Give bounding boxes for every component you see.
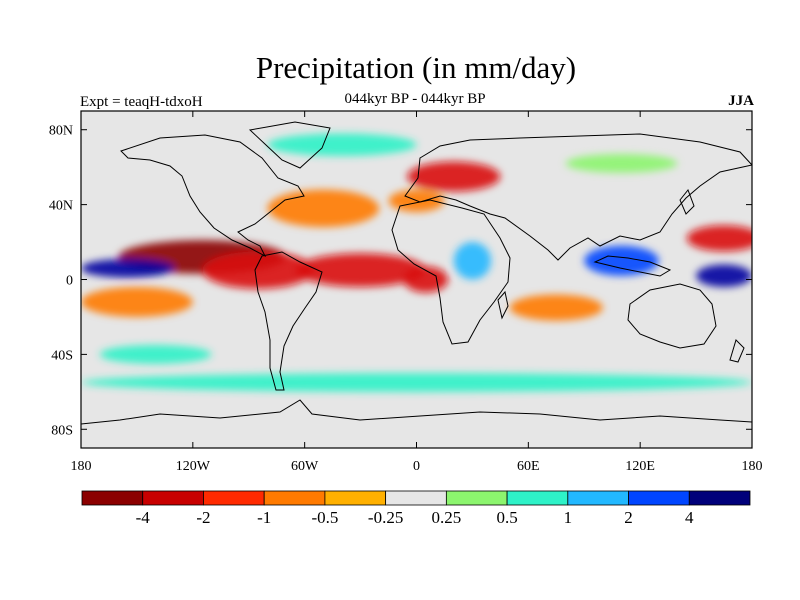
colorbar-label: 2 (624, 508, 633, 527)
colorbar-box (506, 490, 569, 506)
lon-tick-label: 60W (291, 459, 319, 474)
colorbar-box (567, 490, 629, 506)
season-label: JJA (728, 93, 754, 109)
anomaly-west-africa-dry (403, 266, 449, 293)
colorbar-box (385, 490, 447, 506)
lon-tick-label: 120W (176, 459, 211, 474)
anomaly-siberia-wet (565, 154, 678, 173)
anomaly-tropical-pacific-wet (81, 258, 175, 278)
colorbar-box (81, 490, 144, 506)
colorbar-box (142, 490, 204, 506)
colorbar-label: -0.25 (368, 508, 403, 527)
coastline-antarctica (81, 399, 752, 425)
colorbar-label: -0.5 (311, 508, 338, 527)
lon-tick-label: 0 (413, 459, 420, 474)
coastline-madagascar (497, 290, 509, 320)
colorbar-label: -2 (196, 508, 210, 527)
coastline-europe-asia (404, 133, 752, 261)
colorbar-label: -4 (136, 508, 151, 527)
coastline-north-america (120, 134, 305, 258)
colorbar-labels: -4 -2 -1 -0.5 -0.25 0.25 0.5 1 2 4 (136, 508, 694, 527)
anomaly-arctic-wet (267, 133, 417, 156)
lon-tick-label: 60E (517, 459, 540, 474)
anomaly-east-pacific-dry (202, 251, 314, 289)
coastline-africa (391, 199, 511, 345)
anomaly-southern-ocean-wet (81, 373, 752, 392)
anomaly-arabia-dry (407, 161, 501, 192)
anomaly-maritime-wet (584, 245, 659, 276)
anomaly-africa-wet (453, 242, 492, 280)
anomaly-west-pacific-wet (696, 264, 752, 287)
colorbar-box (324, 490, 387, 506)
coastline-australia (627, 283, 717, 349)
precipitation-anomaly-field (81, 133, 752, 392)
anomaly-indian-ocean-dry (509, 294, 603, 321)
lon-tick-label: 120E (625, 459, 655, 474)
coastline-greenland (248, 121, 331, 169)
colorbar (81, 490, 751, 506)
anomaly-north-atlantic-dry (267, 189, 380, 228)
coastline-new-zealand (729, 339, 745, 363)
coastline-indonesia (593, 255, 672, 277)
plot-subtitle: 044kyr BP - 044kyr BP (344, 91, 486, 107)
coastline-japan (679, 189, 695, 215)
colorbar-label: 0.25 (431, 508, 461, 527)
anomaly-south-pacific-wet (99, 345, 212, 364)
coastlines (81, 121, 752, 425)
lon-tick-label: 180 (71, 459, 92, 474)
plot-title: Precipitation (in mm/day) (255, 50, 577, 85)
lat-tick-label: 80S (51, 423, 73, 438)
colorbar-label: 1 (564, 508, 573, 527)
colorbar-label: 4 (685, 508, 694, 527)
lat-tick-label: 40S (51, 348, 73, 363)
anomaly-south-pacific-dry (81, 286, 193, 317)
colorbar-box (203, 490, 265, 506)
lat-tick-label: 0 (66, 274, 73, 289)
coastline-south-america (254, 251, 323, 391)
colorbar-label: 0.5 (496, 508, 517, 527)
colorbar-box (263, 490, 326, 506)
colorbar-box (445, 490, 508, 506)
lat-tick-label: 80N (49, 124, 73, 139)
lon-tick-label: 180 (742, 459, 763, 474)
lat-tick-label: 40N (49, 199, 73, 214)
experiment-label: Expt = teaqH-tdxoH (80, 94, 203, 110)
longitude-axis: 180 120W 60W 0 60E 120E 180 (71, 111, 763, 474)
colorbar-box (628, 490, 690, 506)
colorbar-box (688, 490, 751, 506)
colorbar-label: -1 (257, 508, 271, 527)
anomaly-nw-pacific-dry (686, 225, 752, 252)
anomaly-atlantic-itcz-dry (295, 253, 426, 287)
latitude-axis: 80N 40N 0 40S 80S (49, 124, 752, 438)
